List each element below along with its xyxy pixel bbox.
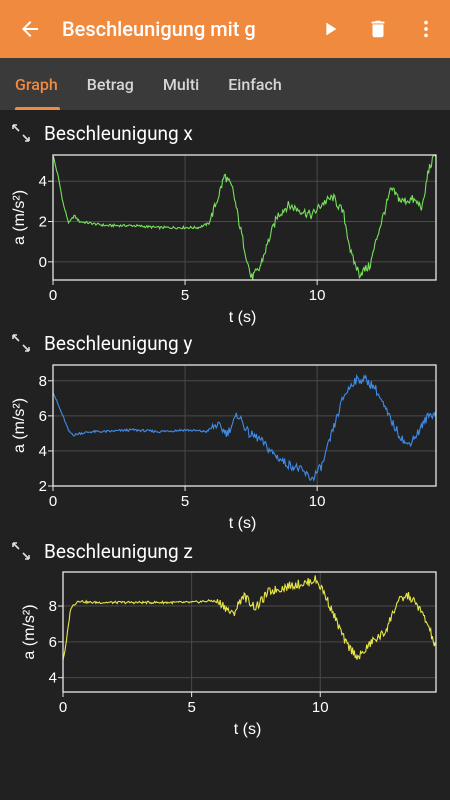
chart-accel-z[interactable]: 0 5 10 4 6 8 t (s) a (m/s²) — [0, 534, 450, 744]
y-tick-label: 8 — [49, 598, 57, 615]
x-tick-label: 0 — [49, 493, 57, 510]
panel-title: Beschleunigung y — [44, 331, 193, 355]
back-button[interactable] — [0, 0, 60, 58]
x-tick-label: 10 — [309, 493, 326, 510]
y-tick-label: 4 — [49, 670, 57, 687]
panel-header: Beschleunigung x — [0, 116, 450, 150]
y-axis-label: a (m/s²) — [11, 398, 28, 453]
panel-title: Beschleunigung x — [44, 121, 193, 145]
series-line — [52, 373, 437, 482]
graph-panel-x: Beschleunigung x 0 5 10 0 2 4 t (s) a (m/s²) — [0, 116, 450, 326]
play-button[interactable] — [306, 0, 354, 58]
tab-betrag-label: Betrag — [86, 74, 134, 94]
app-title: Beschleunigung mit g — [62, 17, 256, 41]
tab-bar: Graph Betrag Multi Einfach — [0, 58, 450, 110]
x-tick-label: 10 — [309, 287, 326, 304]
overflow-menu-button[interactable] — [402, 0, 450, 58]
x-tick-label: 5 — [181, 493, 189, 510]
panel-header: Beschleunigung y — [0, 326, 450, 360]
panel-title: Beschleunigung z — [44, 539, 193, 563]
y-tick-label: 4 — [39, 443, 47, 460]
tab-multi[interactable]: Multi — [148, 58, 213, 110]
y-tick-label: 2 — [39, 478, 47, 495]
y-tick-label: 4 — [39, 173, 47, 190]
plot-frame — [52, 154, 437, 281]
y-axis-label: a (m/s²) — [11, 190, 28, 245]
x-tick-label: 0 — [49, 287, 57, 304]
tab-einfach[interactable]: Einfach — [213, 58, 296, 110]
active-tab-indicator — [15, 107, 60, 110]
x-tick-label: 0 — [59, 699, 67, 716]
delete-button[interactable] — [354, 0, 402, 58]
trash-icon — [371, 20, 385, 38]
expand-icon[interactable] — [10, 540, 32, 562]
expand-icon[interactable] — [10, 122, 32, 144]
x-tick-label: 5 — [187, 699, 195, 716]
chart-accel-x[interactable]: 0 5 10 0 2 4 t (s) a (m/s²) — [0, 116, 450, 326]
arrow-left-icon — [22, 21, 38, 37]
y-tick-label: 2 — [39, 214, 47, 231]
plot-frame — [62, 571, 437, 693]
chart-accel-y[interactable]: 0 5 10 2 4 6 8 t (s) a (m/s²) — [0, 326, 450, 536]
x-axis-label: t (s) — [234, 721, 262, 738]
play-icon — [326, 22, 337, 36]
plot-frame — [52, 364, 437, 487]
y-tick-label: 0 — [39, 254, 47, 271]
tab-betrag[interactable]: Betrag — [72, 58, 148, 110]
tab-graph[interactable]: Graph — [0, 58, 72, 110]
panel-header: Beschleunigung z — [0, 534, 450, 568]
app-bar: Beschleunigung mit g — [0, 0, 450, 58]
more-vert-icon — [424, 20, 428, 38]
x-tick-label: 5 — [181, 287, 189, 304]
graph-panel-z: Beschleunigung z 0 5 10 4 6 8 t (s) a (m/s²) — [0, 534, 450, 744]
series-line — [52, 154, 437, 280]
y-tick-label: 6 — [49, 634, 57, 651]
x-tick-label: 10 — [312, 699, 329, 716]
y-tick-label: 8 — [39, 373, 47, 390]
tab-graph-label: Graph — [15, 74, 58, 94]
expand-icon[interactable] — [10, 332, 32, 354]
y-tick-label: 6 — [39, 408, 47, 425]
y-axis-label: a (m/s²) — [21, 604, 38, 659]
tab-einfach-label: Einfach — [228, 74, 282, 94]
x-axis-label: t (s) — [229, 309, 257, 326]
graph-panel-y: Beschleunigung y 0 5 10 2 4 6 8 t (s) a (m/s²) — [0, 326, 450, 536]
series-line — [62, 575, 437, 661]
tab-multi-label: Multi — [162, 74, 200, 94]
x-axis-label: t (s) — [229, 515, 257, 532]
